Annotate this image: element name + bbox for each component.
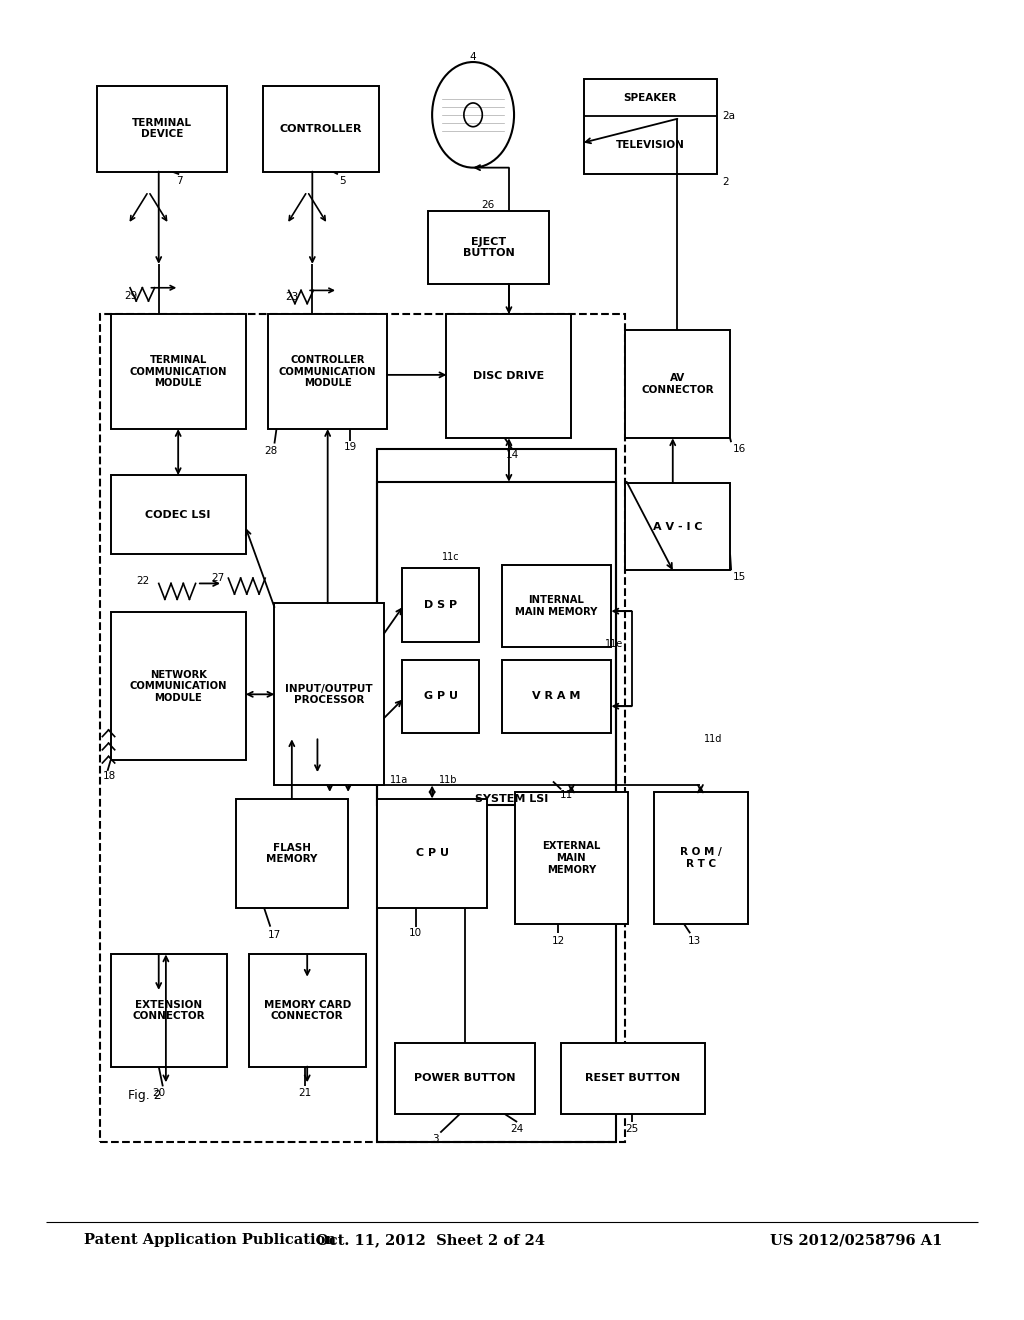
Text: 25: 25 — [626, 1123, 638, 1134]
Text: POWER BUTTON: POWER BUTTON — [414, 1073, 516, 1084]
Bar — [561, 1043, 705, 1114]
Bar — [111, 954, 227, 1067]
Text: G P U: G P U — [424, 692, 458, 701]
Text: INTERNAL
MAIN MEMORY: INTERNAL MAIN MEMORY — [515, 595, 598, 616]
Bar — [377, 799, 487, 908]
Text: Patent Application Publication: Patent Application Publication — [84, 1233, 336, 1247]
Text: 15: 15 — [733, 572, 746, 582]
Text: MEMORY CARD
CONNECTOR: MEMORY CARD CONNECTOR — [263, 999, 351, 1022]
Bar — [428, 211, 549, 284]
Text: EXTERNAL
MAIN
MEMORY: EXTERNAL MAIN MEMORY — [542, 841, 601, 875]
Text: 18: 18 — [102, 771, 116, 781]
Text: AV
CONNECTOR: AV CONNECTOR — [641, 374, 714, 395]
Bar — [274, 603, 384, 785]
Text: 22: 22 — [137, 576, 150, 586]
Text: 29: 29 — [125, 290, 137, 301]
Bar — [111, 475, 246, 554]
Text: D S P: D S P — [424, 599, 458, 610]
Text: 16: 16 — [733, 444, 746, 454]
Text: INPUT/OUTPUT
PROCESSOR: INPUT/OUTPUT PROCESSOR — [286, 684, 373, 705]
Text: 27: 27 — [212, 573, 224, 583]
Text: CONTROLLER: CONTROLLER — [280, 124, 362, 133]
Text: A V - I C: A V - I C — [652, 521, 702, 532]
Bar — [100, 314, 625, 1142]
Bar — [654, 792, 748, 924]
Text: EJECT
BUTTON: EJECT BUTTON — [463, 236, 514, 259]
Text: 11d: 11d — [703, 734, 722, 744]
Text: 10: 10 — [410, 928, 422, 939]
Text: CODEC LSI: CODEC LSI — [145, 510, 211, 520]
Text: EXTENSION
CONNECTOR: EXTENSION CONNECTOR — [133, 999, 205, 1022]
Bar — [97, 86, 227, 172]
Bar — [263, 86, 379, 172]
Bar — [377, 449, 616, 1142]
Text: 24: 24 — [511, 1123, 523, 1134]
Bar — [111, 612, 246, 760]
Text: 11c: 11c — [441, 552, 460, 562]
Text: 19: 19 — [344, 442, 356, 453]
Text: 3: 3 — [432, 1134, 438, 1144]
Bar — [584, 79, 717, 174]
Bar — [111, 314, 246, 429]
Text: 11: 11 — [560, 789, 572, 800]
Text: V R A M: V R A M — [532, 692, 581, 701]
Text: C P U: C P U — [416, 849, 449, 858]
Text: SPEAKER: SPEAKER — [624, 92, 677, 103]
Bar — [625, 483, 730, 570]
Bar — [402, 660, 479, 733]
Text: TERMINAL
COMMUNICATION
MODULE: TERMINAL COMMUNICATION MODULE — [129, 355, 227, 388]
Bar — [268, 314, 387, 429]
Bar — [402, 568, 479, 642]
Text: 26: 26 — [481, 199, 494, 210]
Text: 11e: 11e — [605, 639, 624, 649]
Text: 17: 17 — [268, 929, 281, 940]
Text: 23: 23 — [286, 292, 298, 302]
Text: 2a: 2a — [722, 111, 735, 121]
Bar — [377, 482, 616, 805]
Bar — [395, 1043, 535, 1114]
Text: US 2012/0258796 A1: US 2012/0258796 A1 — [770, 1233, 942, 1247]
Bar — [502, 660, 611, 733]
Text: TELEVISION: TELEVISION — [615, 140, 685, 150]
Text: FLASH
MEMORY: FLASH MEMORY — [266, 842, 317, 865]
Text: 11b: 11b — [439, 775, 458, 785]
Bar — [446, 314, 571, 438]
Text: Oct. 11, 2012  Sheet 2 of 24: Oct. 11, 2012 Sheet 2 of 24 — [315, 1233, 545, 1247]
Text: 13: 13 — [688, 936, 700, 946]
Text: 2: 2 — [722, 177, 728, 187]
Text: R O M /
R T C: R O M / R T C — [680, 847, 722, 869]
Text: TERMINAL
DEVICE: TERMINAL DEVICE — [132, 117, 193, 140]
Text: 21: 21 — [299, 1088, 311, 1098]
Text: 11a: 11a — [390, 775, 409, 785]
Text: 7: 7 — [176, 176, 182, 186]
Text: 5: 5 — [339, 176, 345, 186]
Text: RESET BUTTON: RESET BUTTON — [586, 1073, 680, 1084]
Bar — [502, 565, 611, 647]
Text: NETWORK
COMMUNICATION
MODULE: NETWORK COMMUNICATION MODULE — [129, 669, 227, 704]
Text: 12: 12 — [552, 936, 564, 946]
Text: 28: 28 — [265, 446, 278, 457]
Bar — [236, 799, 348, 908]
Text: DISC DRIVE: DISC DRIVE — [473, 371, 545, 381]
Text: Fig. 2: Fig. 2 — [128, 1089, 162, 1102]
Bar — [515, 792, 628, 924]
Text: 14: 14 — [506, 450, 518, 461]
Text: 4: 4 — [470, 51, 476, 62]
Bar — [249, 954, 366, 1067]
Text: 20: 20 — [153, 1088, 165, 1098]
Text: SYSTEM LSI: SYSTEM LSI — [475, 793, 549, 804]
Text: CONTROLLER
COMMUNICATION
MODULE: CONTROLLER COMMUNICATION MODULE — [279, 355, 377, 388]
Bar — [625, 330, 730, 438]
